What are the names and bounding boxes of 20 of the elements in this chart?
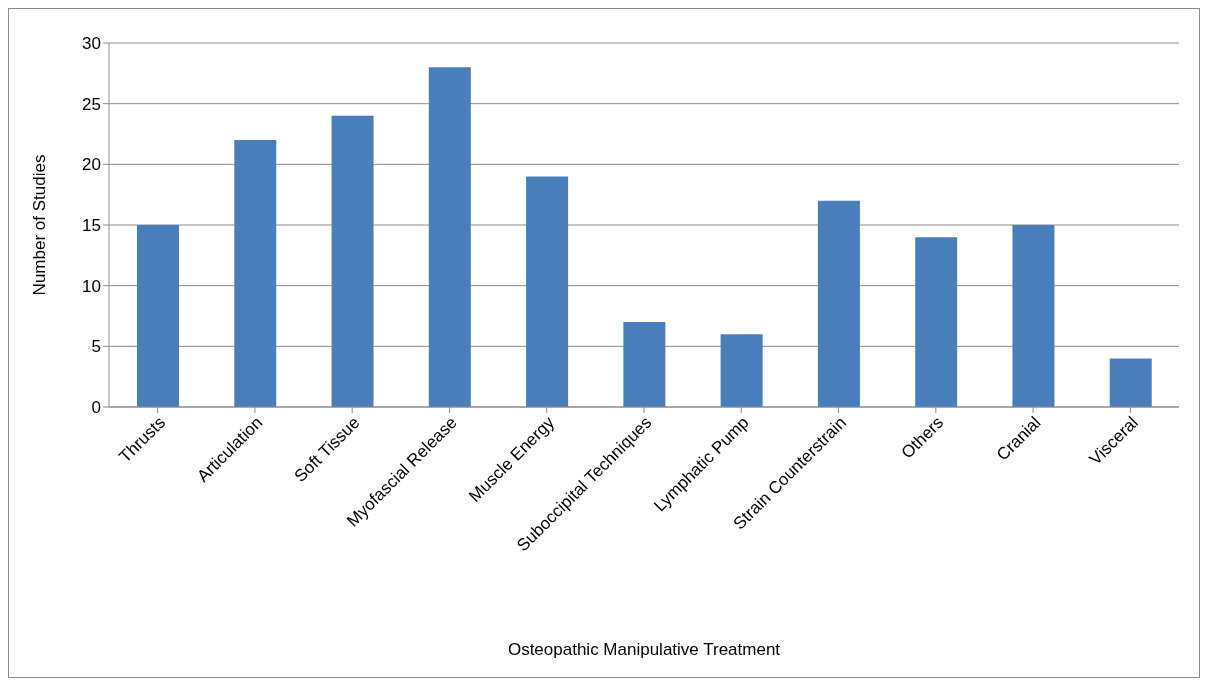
bar [623, 322, 666, 407]
bar [137, 225, 179, 407]
y-tick-label: 5 [91, 337, 101, 357]
bar [817, 200, 860, 407]
y-tick-label: 15 [82, 216, 101, 236]
y-tick-label: 0 [91, 398, 101, 418]
y-axis-title: Number of Studies [30, 154, 50, 296]
x-axis-title: Osteopathic Manipulative Treatment [507, 640, 781, 659]
bar [915, 237, 958, 407]
bar [428, 67, 471, 407]
bar [1109, 358, 1152, 407]
bar [331, 115, 374, 407]
y-tick-label: 10 [82, 276, 101, 296]
bar [234, 140, 277, 407]
bar [1012, 225, 1055, 407]
bar [720, 334, 763, 407]
y-tick-label: 25 [82, 94, 101, 114]
y-tick-label: 20 [82, 155, 101, 175]
bar [526, 176, 569, 407]
y-tick-label: 30 [82, 34, 101, 54]
